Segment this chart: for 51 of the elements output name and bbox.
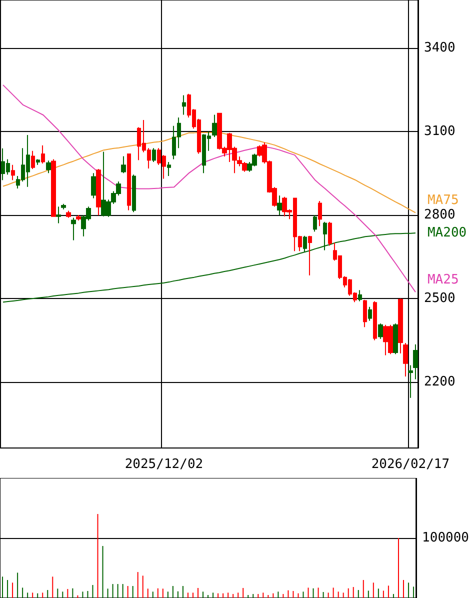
- candlestick: [127, 153, 131, 211]
- candlestick: [177, 117, 181, 149]
- candlestick: [408, 364, 413, 398]
- candlestick: [31, 150, 35, 170]
- candlestick: [46, 160, 51, 174]
- candlestick: [11, 164, 15, 181]
- candlestick: [328, 221, 332, 246]
- candlestick: [56, 206, 61, 224]
- candlestick: [121, 156, 126, 174]
- candlestick: [303, 235, 307, 254]
- candlestick: [373, 300, 377, 341]
- candlestick: [66, 210, 71, 218]
- candlestick: [76, 214, 81, 222]
- series-label: MA25: [427, 272, 459, 288]
- candlestick: [313, 214, 317, 232]
- y-tick-label: 2200: [424, 374, 456, 390]
- y-tick-label: 100000: [422, 530, 470, 546]
- y-tick-label: 3400: [424, 40, 456, 56]
- candlestick: [91, 172, 96, 199]
- x-tick-label: 2025/12/02: [124, 457, 204, 472]
- candlestick: [363, 299, 367, 328]
- candlestick: [378, 323, 383, 340]
- candlestick: [318, 200, 322, 227]
- candlestick: [41, 144, 45, 164]
- y-tick-label: 2500: [424, 290, 456, 306]
- x-tick-label: 2026/02/17: [371, 457, 450, 472]
- candlestick: [96, 168, 101, 216]
- series-label: MA200: [427, 226, 467, 241]
- candlestick: [212, 114, 217, 138]
- candlestick: [36, 158, 40, 166]
- candlestick: [277, 194, 282, 216]
- series-label: MA75: [427, 193, 459, 208]
- line-series: [2, 132, 416, 214]
- candlestick: [358, 290, 362, 302]
- candlestick: [393, 323, 398, 355]
- candlestick: [167, 162, 171, 176]
- candlestick: [61, 203, 66, 210]
- candlestick: [182, 94, 186, 116]
- candlestick: [308, 235, 312, 276]
- candlestick: [398, 298, 403, 354]
- candlestick: [132, 174, 136, 213]
- candlestick: [413, 344, 418, 380]
- candlestick: [71, 217, 76, 241]
- y-tick-label: 2800: [424, 207, 456, 222]
- candlestick: [51, 158, 56, 217]
- y-tick-label: 3100: [424, 124, 456, 139]
- line-series: [2, 84, 416, 293]
- candlestick: [403, 342, 408, 377]
- candlestick: [172, 125, 176, 160]
- candlestick: [152, 148, 156, 163]
- candlestick: [368, 306, 372, 322]
